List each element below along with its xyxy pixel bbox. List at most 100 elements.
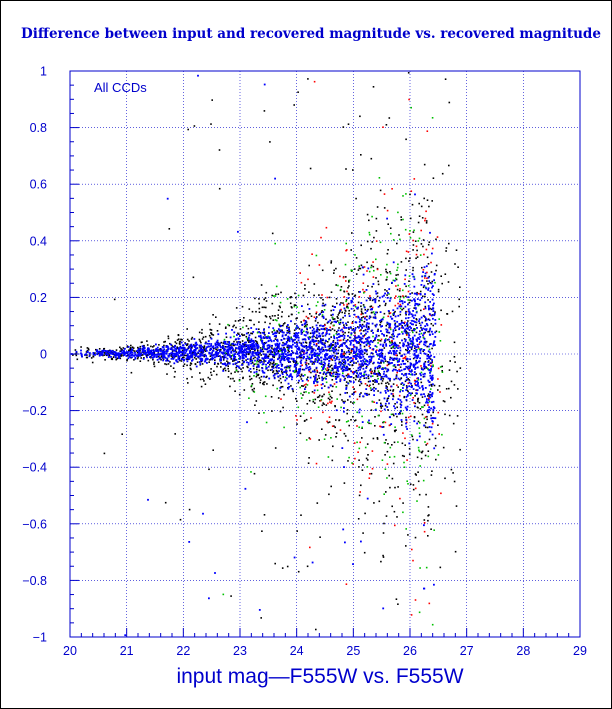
data-point — [412, 244, 415, 246]
data-point — [267, 344, 270, 346]
data-point — [209, 378, 211, 380]
data-point — [455, 249, 458, 251]
data-point — [303, 352, 305, 354]
data-point — [451, 310, 454, 313]
data-point — [417, 377, 419, 379]
data-point — [302, 394, 304, 396]
data-point — [297, 374, 300, 377]
data-point — [298, 354, 301, 357]
data-point — [227, 354, 229, 357]
data-point — [302, 353, 305, 356]
data-point — [337, 375, 340, 378]
data-point — [375, 258, 377, 261]
data-point — [285, 370, 288, 373]
data-point — [325, 404, 328, 406]
data-point — [316, 396, 319, 399]
data-point — [206, 358, 209, 361]
data-point — [399, 410, 402, 413]
data-point — [421, 266, 423, 269]
data-point — [201, 328, 203, 331]
data-point — [260, 337, 263, 340]
data-point — [395, 374, 398, 376]
data-point — [396, 370, 399, 372]
data-point — [178, 348, 180, 351]
data-point — [362, 316, 365, 318]
data-point — [238, 349, 241, 351]
data-point — [249, 347, 251, 350]
data-point — [429, 290, 432, 292]
data-point — [195, 354, 197, 357]
data-point — [371, 306, 374, 309]
data-point — [301, 338, 304, 341]
data-point — [139, 345, 142, 348]
data-point — [212, 345, 215, 348]
data-point — [376, 437, 379, 439]
data-point — [315, 312, 317, 315]
data-point — [252, 354, 255, 357]
data-point — [255, 372, 258, 375]
data-point — [389, 344, 391, 347]
data-point — [350, 339, 353, 342]
data-point — [301, 305, 303, 307]
data-point — [274, 351, 277, 354]
data-point — [427, 330, 429, 333]
data-point — [352, 393, 355, 395]
data-point — [320, 383, 323, 386]
data-point — [334, 405, 336, 408]
data-point — [167, 354, 170, 357]
data-point — [382, 433, 385, 436]
data-point — [142, 350, 145, 352]
data-point — [415, 311, 418, 314]
data-point — [227, 323, 229, 326]
data-point — [288, 357, 291, 360]
data-point — [426, 357, 429, 360]
data-point — [375, 311, 377, 314]
data-point — [360, 365, 362, 368]
data-point — [431, 395, 433, 398]
data-point — [388, 378, 391, 381]
data-point — [377, 383, 380, 385]
data-point — [392, 395, 394, 397]
data-point — [256, 341, 258, 343]
data-point — [376, 375, 379, 377]
data-point — [295, 363, 298, 366]
data-point — [326, 367, 329, 369]
data-point — [410, 346, 413, 349]
data-point — [330, 336, 332, 338]
data-point — [235, 358, 238, 361]
data-point — [291, 338, 293, 341]
data-point — [360, 540, 362, 543]
data-point — [193, 351, 196, 354]
data-point — [391, 362, 393, 364]
data-point — [233, 350, 235, 353]
data-point — [335, 348, 337, 351]
data-point — [366, 328, 369, 330]
data-point — [306, 328, 308, 331]
data-point — [424, 387, 427, 389]
data-point — [216, 343, 218, 346]
data-point — [387, 223, 389, 225]
data-point — [118, 353, 121, 356]
data-point — [322, 338, 324, 341]
data-point — [342, 126, 345, 128]
data-point — [413, 334, 416, 337]
data-point — [392, 279, 395, 282]
data-point — [369, 380, 372, 383]
data-point — [342, 372, 344, 374]
data-point — [365, 377, 368, 379]
data-point — [307, 331, 309, 334]
data-point — [344, 309, 347, 312]
data-point — [405, 374, 407, 376]
data-point — [300, 378, 303, 380]
data-point — [244, 345, 246, 348]
data-point — [96, 353, 98, 355]
data-point — [289, 302, 292, 305]
data-point — [368, 362, 371, 365]
data-point — [196, 343, 198, 346]
data-point — [294, 334, 297, 337]
data-point — [353, 388, 355, 390]
data-point — [400, 305, 403, 308]
data-point — [270, 340, 273, 343]
data-point — [305, 418, 308, 421]
data-point — [360, 392, 362, 394]
